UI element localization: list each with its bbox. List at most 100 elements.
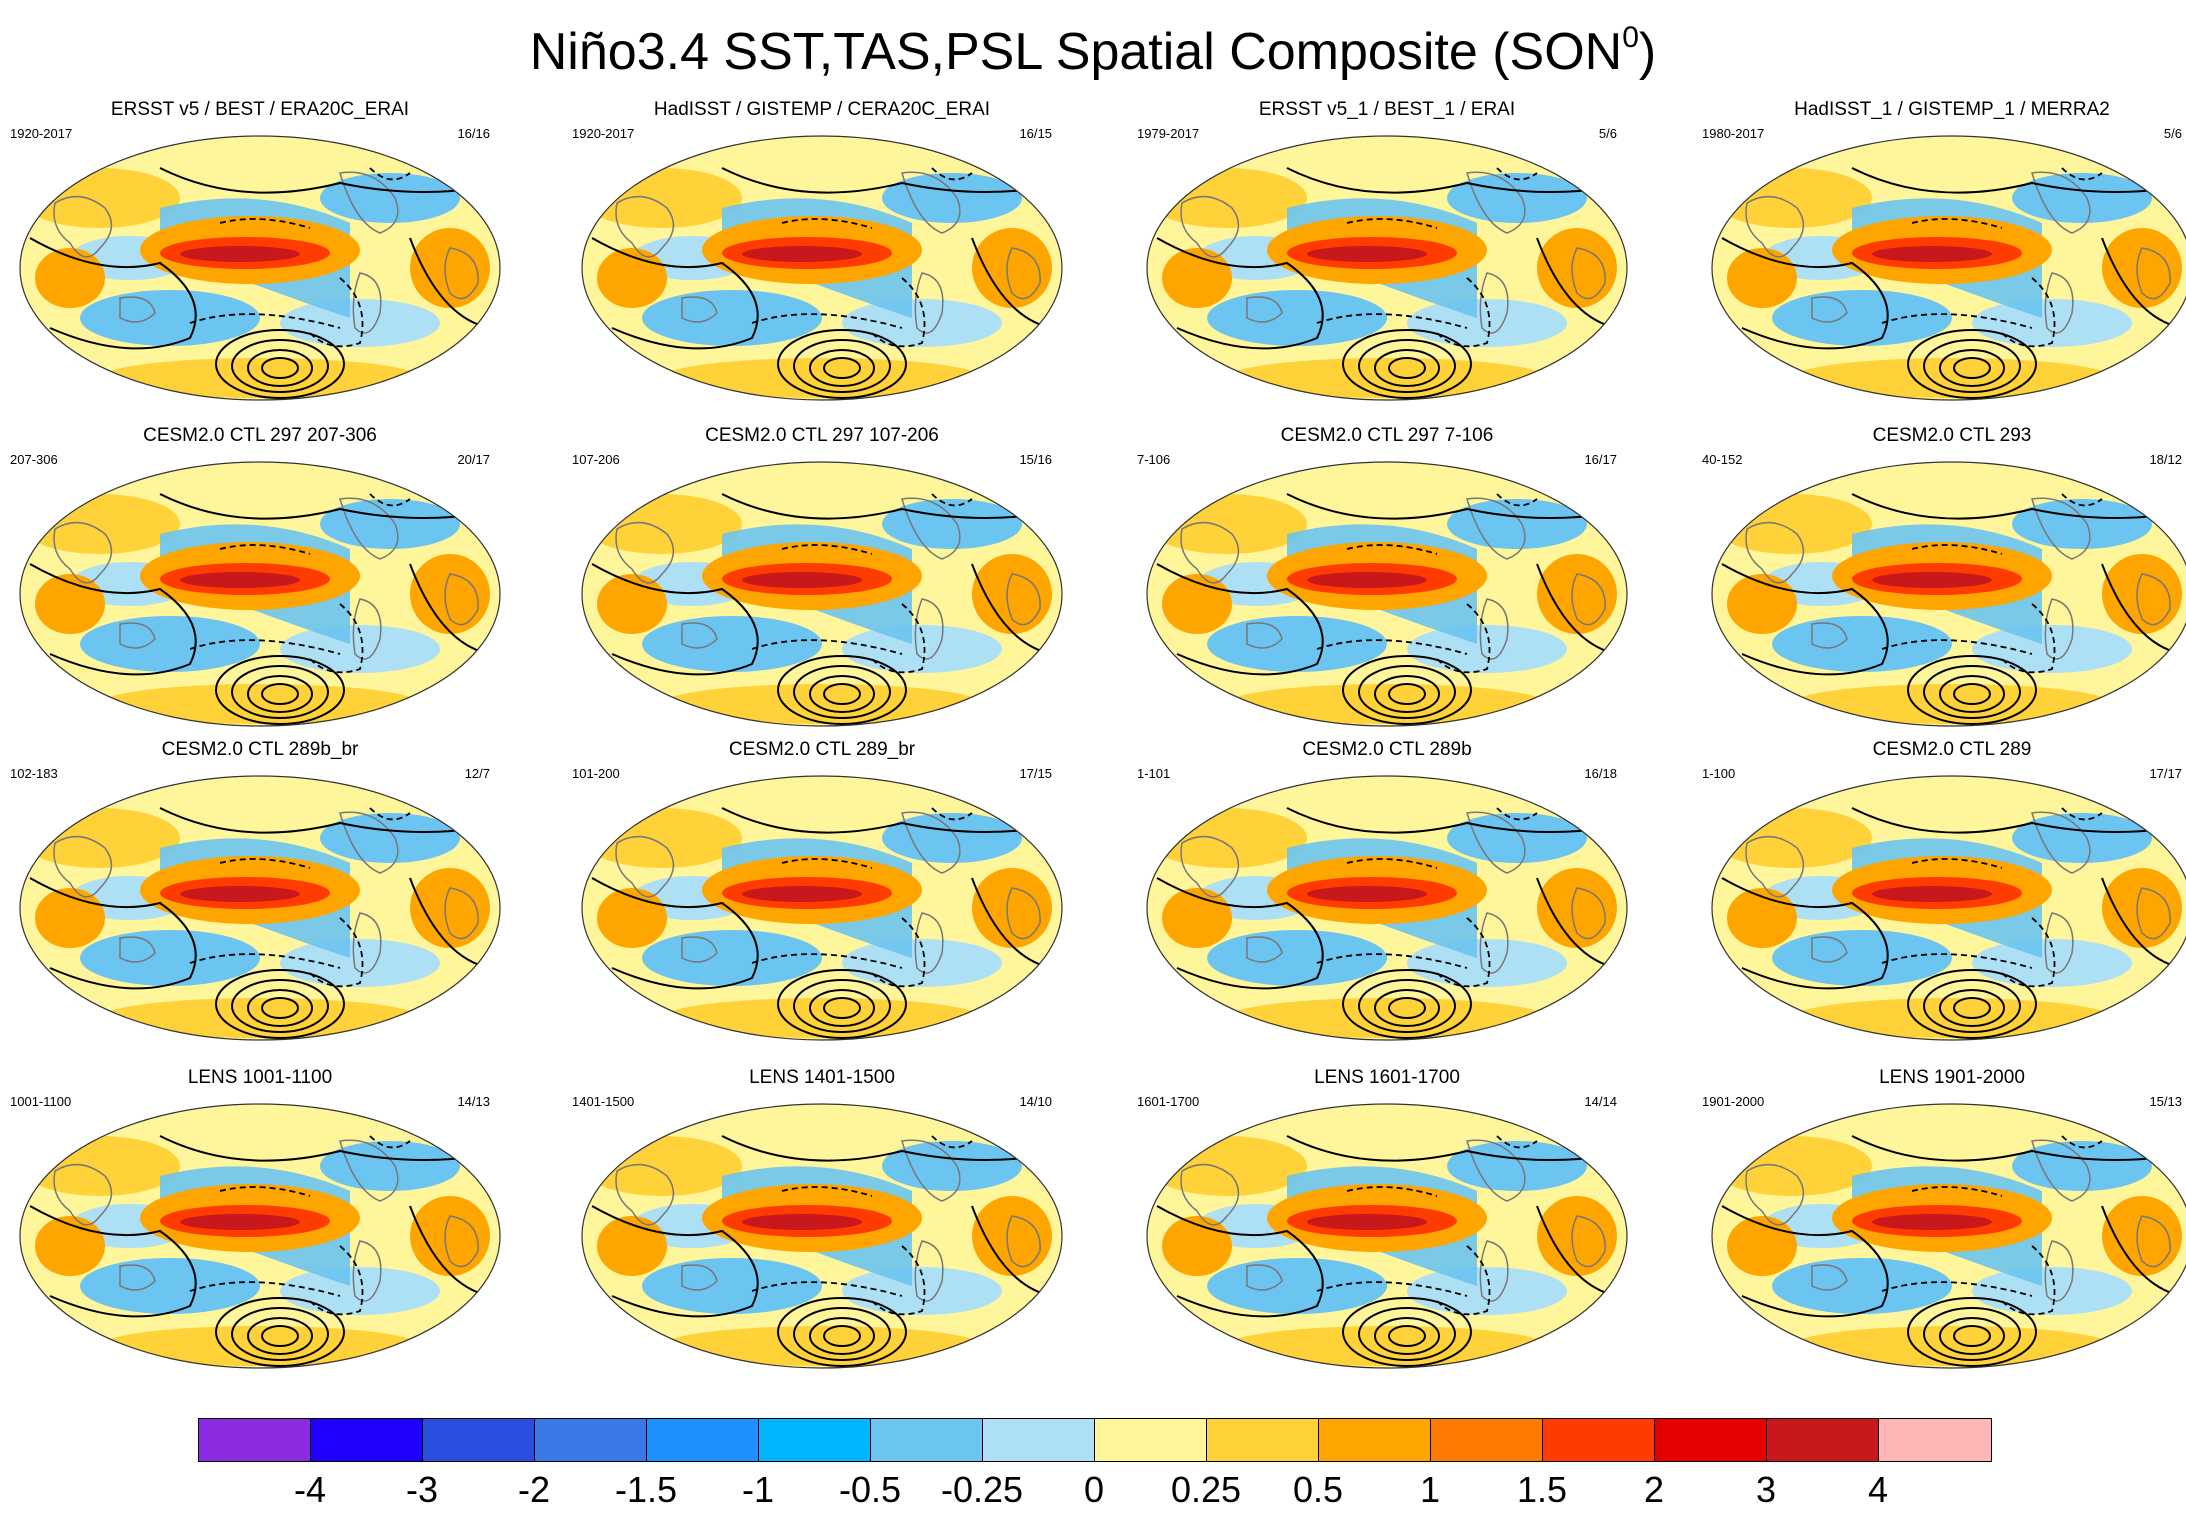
figure-title-text: Niño3.4 SST,TAS,PSL Spatial Composite (S… [529,23,1623,81]
coastline [615,1163,675,1226]
coastline [1006,573,1041,626]
warm-anomaly-patch [662,1326,982,1366]
map-outline [1711,461,2186,727]
coastline [901,1139,961,1202]
colorbar-tick-label: -1.5 [614,1469,678,1510]
map-panel: CESM2.0 CTL 297 7-106 7-106 16/17 [1127,424,1647,734]
panel-year-range: 1601-1700 [1137,1094,1200,1109]
warm-anomaly-patch [1147,808,1307,868]
warm-anomaly-patch [100,1326,420,1366]
figure-title-close: ) [1638,23,1657,81]
panel-year-range: 1401-1500 [572,1094,635,1109]
map-outline [19,461,501,727]
coastline [2044,912,2074,974]
coastline [901,497,961,560]
psl-contour-negative [931,493,973,507]
warm-anomaly-patch [2102,1196,2182,1276]
enso-peak-core [1307,886,1427,902]
coastline [444,573,479,626]
enso-peak-core [180,1214,300,1230]
psl-contour-negative [1496,807,1538,821]
panel-event-count: 15/16 [1019,452,1052,467]
warm-anomaly-patch [972,554,1052,634]
psl-contour [793,339,891,393]
cool-anomaly-patch [1407,625,1567,673]
psl-contour-negative [1346,544,1438,555]
coastline [53,835,113,898]
coastline [681,1264,718,1291]
psl-contour [1388,1325,1426,1347]
coastline [1745,1163,1805,1226]
coastline [615,835,675,898]
psl-contour-negative [1881,953,2033,969]
coastline [1466,811,1526,874]
world-map [581,1103,1063,1369]
cool-anomaly-patch [1207,616,1387,672]
cool-anomaly-patch [280,939,440,987]
cool-anomaly-patch [1772,930,1952,986]
cool-anomaly-patch [80,930,260,986]
psl-contour-negative [1346,218,1438,229]
cool-anomaly-patch [80,1258,260,1314]
psl-contour-negative [1881,1281,2033,1297]
psl-contour [29,1205,197,1318]
warm-anomaly-patch [20,494,180,554]
warm-anomaly-patch [100,998,420,1038]
enso-peak-core [1307,1214,1427,1230]
psl-contour [1939,1317,2005,1355]
warm-anomaly-patch [20,168,180,228]
colorbar-swatch [1543,1419,1655,1461]
coastline [53,1163,113,1226]
psl-contour [29,877,197,990]
cool-anomaly-patch [1772,616,1952,672]
warm-anomaly-patch [1537,228,1617,308]
map-panel: ERSST v5 / BEST / ERA20C_ERAI 1920-2017 16… [0,98,520,408]
psl-contour-negative [751,953,903,969]
psl-contour [793,665,891,719]
psl-contour-negative [781,858,873,869]
psl-contour [1342,969,1472,1039]
psl-contour-negative [2001,603,2056,674]
colorbar: -4 -3 -2 -1.5 -1 -0.5 -0.25 0 0.25 0.5 1 1.5 2 3 4 [198,1418,1992,1510]
psl-contour [1721,877,1889,990]
psl-contour-negative [1911,544,2003,555]
coastline [1811,296,1848,323]
psl-contour [823,357,861,379]
coastline [2136,887,2171,940]
colorbar-tick-label: -4 [293,1469,327,1510]
panel-event-count: 14/10 [1019,1094,1052,1109]
psl-contour-negative [1316,639,1468,655]
enso-peak-core [1872,1214,1992,1230]
cool-anomaly-patch [642,930,822,986]
map-outline [581,461,1063,727]
cool-anomaly-patch [1407,299,1567,347]
coastline [2031,811,2091,874]
psl-contour [1953,1325,1991,1347]
coastline [1006,1215,1041,1268]
coastline [1180,1163,1240,1226]
psl-contour [1907,1297,2037,1367]
coastline [1571,573,1606,626]
cool-anomaly-patch [1972,939,2132,987]
panel-event-count: 16/15 [1019,126,1052,141]
panel-event-count: 16/16 [457,126,490,141]
world-map [1711,135,2186,401]
psl-contour [777,1297,907,1367]
warm-anomaly-patch [20,808,180,868]
cool-anomaly-patch [1207,1258,1387,1314]
enso-peak-core [180,246,300,262]
panel-event-count: 5/6 [1598,126,1617,141]
colorbar-tick-label: -3 [405,1469,439,1510]
psl-contour [1953,683,1991,705]
psl-contour-negative [1436,917,1491,988]
panel-year-range: 40-152 [1702,452,1743,467]
map-panel: CESM2.0 CTL 297 107-206 107-206 15/16 [562,424,1082,734]
coastline [1466,1139,1526,1202]
psl-contour-negative [871,917,926,988]
cool-anomaly-patch [842,939,1002,987]
enso-peak-core [1307,572,1427,588]
coastline [352,598,382,660]
map-panel: CESM2.0 CTL 289 1-100 17/17 [1692,738,2186,1048]
colorbar-tick-label: 1 [1419,1469,1441,1510]
panel-year-range: 207-306 [10,452,58,467]
